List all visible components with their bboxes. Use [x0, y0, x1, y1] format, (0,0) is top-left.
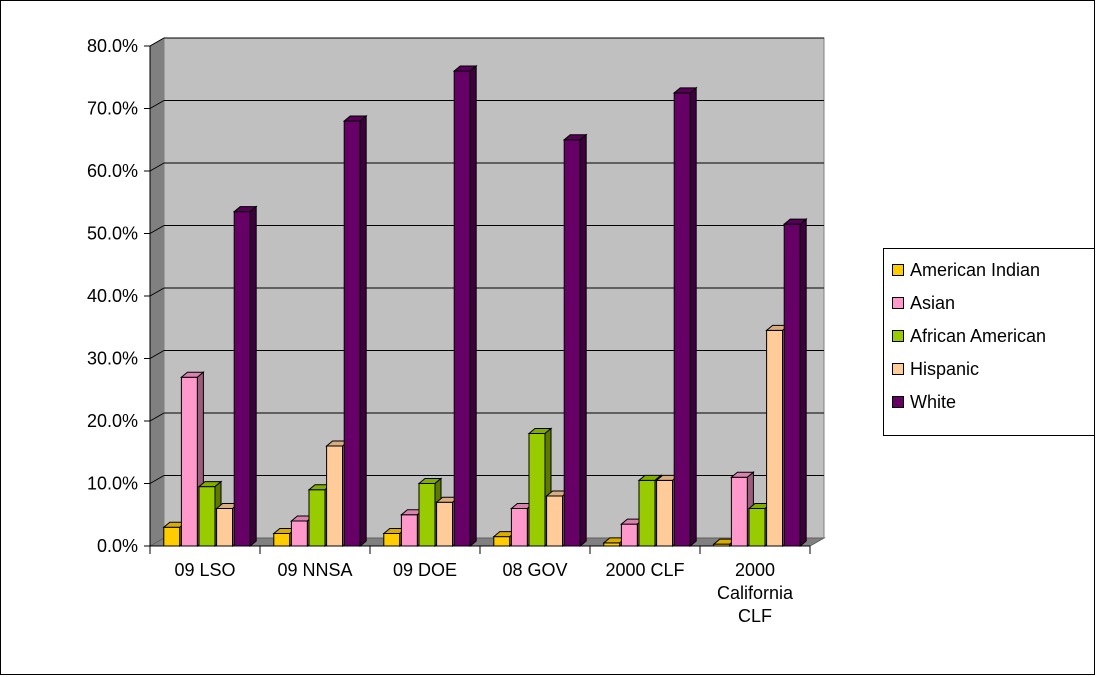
- legend-item: White: [892, 391, 956, 413]
- legend-item: American Indian: [892, 259, 1040, 281]
- bar-front: [216, 508, 234, 547]
- bar-front: [198, 486, 216, 547]
- bar: [232, 205, 258, 548]
- legend-label: African American: [910, 325, 1047, 346]
- bar: [452, 64, 478, 548]
- gridline-side: [149, 225, 165, 234]
- gridline-side: [149, 475, 165, 484]
- bar-front: [400, 514, 418, 547]
- bar-front: [656, 479, 674, 547]
- x-tick-label: 2000 CLF: [605, 560, 684, 580]
- legend-label: White: [910, 391, 957, 412]
- y-tick-label: 30.0%: [87, 349, 138, 369]
- y-tick-label: 0.0%: [97, 536, 138, 556]
- bar-front: [510, 508, 528, 547]
- bar-front: [163, 526, 181, 547]
- y-tick-label: 10.0%: [87, 474, 138, 494]
- bar-side: [579, 133, 587, 548]
- gridline-side: [149, 37, 165, 47]
- legend-swatch: [892, 330, 904, 342]
- bar-front: [748, 508, 766, 547]
- bar: [562, 133, 588, 548]
- bar-front: [436, 501, 454, 547]
- bar-front: [343, 120, 361, 547]
- legend-item: Hispanic: [892, 358, 979, 380]
- bar-front: [308, 489, 326, 547]
- legend: American Indian Asian African American Hisp…: [883, 248, 1095, 436]
- legend-label: Asian: [910, 292, 956, 313]
- bar-side: [799, 218, 807, 548]
- bar-front: [453, 70, 471, 547]
- x-tick-label: 09 DOE: [393, 560, 457, 580]
- bar: [672, 86, 698, 548]
- bar-front: [418, 483, 436, 547]
- gridline-side: [149, 412, 165, 422]
- gridline-side: [149, 162, 165, 172]
- bar-front: [180, 376, 198, 547]
- gridline-side: [149, 100, 165, 109]
- bar: [782, 218, 808, 548]
- bar-front: [233, 211, 251, 547]
- x-tick-label: 08 GOV: [502, 560, 567, 580]
- bar-front: [273, 533, 291, 547]
- bar-side: [359, 114, 367, 548]
- bar-front: [383, 533, 401, 547]
- legend-swatch: [892, 297, 904, 309]
- y-tick-label: 50.0%: [87, 224, 138, 244]
- bar-front: [766, 329, 784, 547]
- bar-side: [689, 86, 697, 548]
- bars: [162, 64, 808, 548]
- bar-front: [563, 139, 581, 547]
- legend-swatch: [892, 264, 904, 276]
- bar: [342, 114, 368, 548]
- legend-item: Asian: [892, 292, 955, 314]
- bar-front: [730, 476, 748, 547]
- legend-swatch: [892, 363, 904, 375]
- legend-label: American Indian: [910, 259, 1041, 280]
- bar-front: [546, 495, 564, 547]
- bar-front: [620, 523, 638, 547]
- axes: 0.0% 10.0% 20.0% 30.0% 40.0% 50.0% 60.0% 70.0% 8…: [87, 36, 811, 626]
- y-tick-label: 70.0%: [87, 99, 138, 119]
- legend-swatch: [892, 396, 904, 408]
- bar-front: [783, 223, 801, 547]
- y-tick-label: 40.0%: [87, 286, 138, 306]
- bar-front: [638, 479, 656, 547]
- bar-front: [528, 433, 546, 547]
- bar-front: [290, 520, 308, 547]
- y-tick-label: 60.0%: [87, 161, 138, 181]
- bar-front: [326, 445, 344, 547]
- gridline-side: [149, 350, 165, 359]
- legend-item: African American: [892, 325, 1046, 347]
- bar-side: [249, 205, 257, 548]
- bar-front: [673, 92, 691, 547]
- y-tick-label: 20.0%: [87, 411, 138, 431]
- x-tick-label: 09 LSO: [174, 560, 235, 580]
- y-tick-label: 80.0%: [87, 36, 138, 56]
- x-tick-label: 2000 California CLF: [717, 560, 794, 626]
- bar-side: [469, 64, 477, 548]
- bar-front: [493, 536, 511, 547]
- x-tick-label: 09 NNSA: [277, 560, 352, 580]
- gridline-side: [149, 287, 165, 297]
- legend-label: Hispanic: [910, 358, 980, 379]
